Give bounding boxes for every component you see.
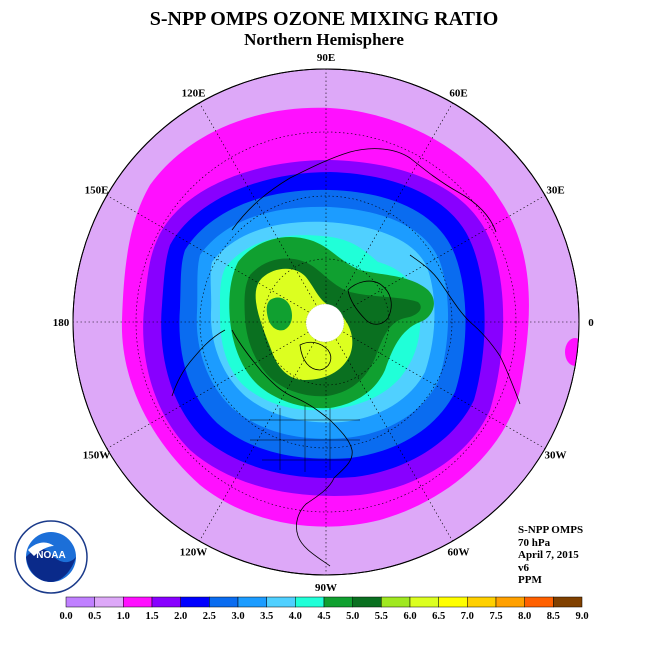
longitude-label: 120W [180,547,208,559]
longitude-label: 60E [449,88,467,100]
info-version: v6 [518,561,529,574]
contour-yellow-green [255,268,353,380]
map-title: S-NPP OMPS OZONE MIXING RATIO [149,8,499,30]
longitude-label: 150W [83,450,111,462]
coast-greenland [347,280,392,325]
longitude-label: 90W [315,582,337,594]
longitude-label: 120E [182,88,206,100]
longitude-label: 150E [85,185,109,197]
contour-magenta-edge [565,338,579,366]
longitude-label: 90E [317,52,335,64]
info-block: S-NPP OMPS 70 hPa April 7, 2015 v6 PPM [518,524,583,587]
longitude-label: 180 [53,317,70,329]
coastlines [171,148,521,567]
coast-usa-grid [250,405,360,472]
info-instrument: S-NPP OMPS [518,524,584,536]
longitude-labels: 90E 60E 30E 0 30W 60W 90W 120W 150W 180 150E 120E [53,52,595,594]
logo-wordmark: NOAA [36,550,65,561]
longitude-label: 30E [546,185,564,197]
coast-europe [409,254,521,405]
pole-data-gap [305,303,345,343]
coast-arctic-islands [299,341,332,371]
coast-asia [231,148,497,233]
longitude-label: 30W [545,450,567,462]
noaa-logo: NOAA [14,520,88,594]
coast-alaska [171,329,226,397]
coast-north-america [231,329,353,567]
longitude-label: 0 [588,317,594,329]
map-subtitle: Northern Hemisphere [244,30,404,49]
info-date: April 7, 2015 [518,549,579,561]
longitude-label: 60W [448,547,470,559]
info-level: 70 hPa [518,536,551,549]
info-units: PPM [518,574,542,586]
graticule [73,69,579,575]
